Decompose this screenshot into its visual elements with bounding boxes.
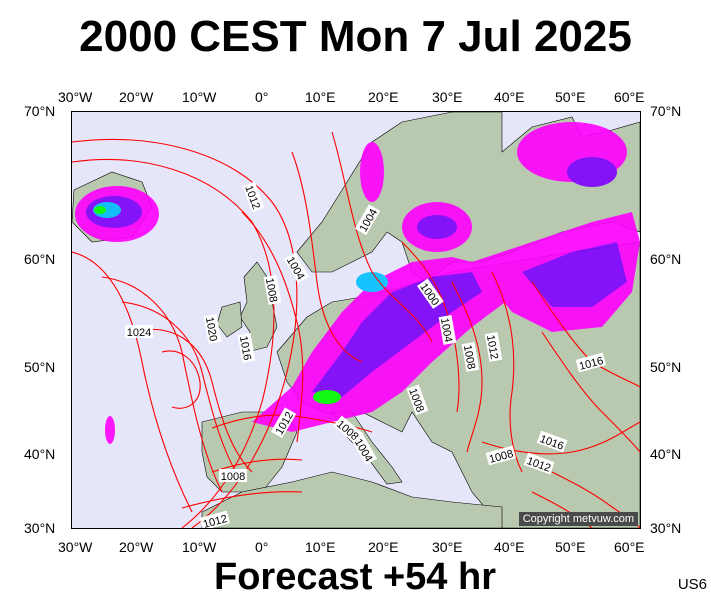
north-africa (201, 471, 503, 528)
map-svg: 1012 1024 1020 1016 1008 1004 (72, 112, 640, 528)
model-code: US6 (677, 576, 707, 593)
rain-atlantic (105, 416, 115, 444)
rain-russia-core (522, 242, 627, 307)
isobar-1004-belarus: 1004 (438, 314, 457, 345)
lat-label: 40°N (650, 446, 682, 462)
isobar-label: 1020 (203, 316, 219, 342)
isobar-line (401, 241, 460, 413)
isobar-1024: 1024 (125, 325, 153, 339)
isobar-line (331, 131, 433, 343)
lat-label: 60°N (24, 251, 56, 267)
rain-norway (360, 142, 384, 202)
lon-label: 30°W (58, 539, 93, 555)
rain-arctic-core (567, 157, 617, 187)
isobar-label: 1012 (484, 334, 500, 360)
isobar-line (491, 271, 523, 473)
isobar-1016-biscay: 1016 (237, 332, 256, 363)
lon-label: 20°E (368, 89, 399, 105)
isobar-1008-uk: 1008 (263, 274, 282, 305)
lon-label: 10°W (182, 539, 217, 555)
chart-title: 2000 CEST Mon 7 Jul 2025 (79, 12, 632, 61)
isobar-line (131, 328, 253, 473)
rain-baltic-heavy (356, 272, 388, 292)
lon-label: 10°E (305, 539, 336, 555)
copyright-notice: Copyright metvuw.com (518, 512, 638, 526)
isobars (72, 131, 640, 528)
lon-label: 20°W (119, 539, 154, 555)
lat-label: 40°N (24, 446, 56, 462)
isobar-1012-africa: 1012 (199, 510, 231, 528)
isobar-label: 1024 (127, 327, 151, 339)
isobar-line (451, 281, 483, 453)
lon-label: 40°E (494, 539, 525, 555)
rain-finland-core (417, 215, 457, 239)
lon-label: 20°W (119, 89, 154, 105)
rain-alps-heavy (313, 390, 341, 404)
lon-label: 40°E (494, 89, 525, 105)
lon-label: 60°E (614, 539, 645, 555)
isobar-1008-ukraine: 1008 (461, 341, 480, 372)
isobar-line (541, 331, 640, 453)
lon-label: 10°E (305, 89, 336, 105)
forecast-label: Forecast +54 hr (214, 556, 496, 598)
isobar-line (241, 211, 304, 443)
isobar-label: 1008 (461, 344, 477, 370)
precipitation (75, 122, 640, 444)
lon-label: 0° (255, 539, 269, 555)
ireland (216, 301, 243, 338)
isobar-1012-atlantic: 1012 (242, 181, 265, 213)
isobar-line (101, 276, 223, 493)
lon-label: 10°W (182, 89, 217, 105)
isobar-label: 1004 (438, 317, 454, 343)
lat-label: 70°N (24, 103, 56, 119)
lon-label: 60°E (614, 89, 645, 105)
lon-label: 30°E (432, 89, 463, 105)
lat-label: 70°N (650, 103, 682, 119)
isobar-line (181, 491, 303, 509)
isobar-label: 1008 (263, 277, 279, 303)
lat-label: 50°N (650, 359, 682, 375)
map-area[interactable]: 1012 1024 1020 1016 1008 1004 (71, 111, 641, 529)
isobar-1012-russia: 1012 (484, 331, 503, 362)
lat-label: 60°N (650, 251, 682, 267)
lon-label: 20°E (368, 539, 399, 555)
lat-label: 50°N (24, 359, 56, 375)
isobar-label: 1016 (237, 335, 253, 361)
lon-label: 50°E (555, 89, 586, 105)
isobar-label: 1008 (221, 471, 245, 483)
isobar-line (72, 251, 193, 513)
lon-label: 30°E (432, 539, 463, 555)
isobar-1008-africa: 1008 (219, 469, 247, 483)
isobar-label: 1012 (202, 513, 229, 528)
isobar-line (161, 350, 201, 409)
lat-label: 30°N (24, 520, 56, 536)
lat-label: 30°N (650, 520, 682, 536)
isobar-1020: 1020 (203, 313, 222, 344)
isobar-line (121, 301, 243, 483)
lon-label: 30°W (58, 89, 93, 105)
lon-label: 50°E (555, 539, 586, 555)
rain-iceland-extreme (94, 206, 106, 214)
isobar-line (291, 151, 363, 363)
lon-label: 0° (255, 89, 269, 105)
